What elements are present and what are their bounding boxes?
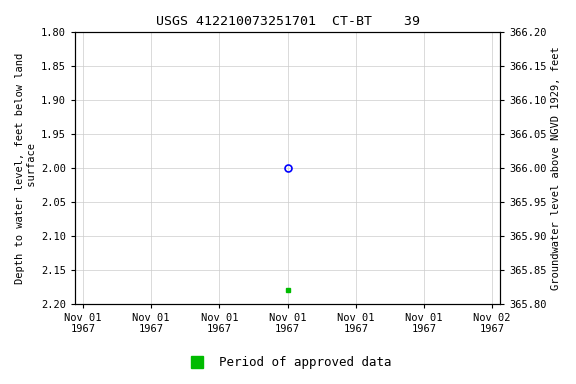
Title: USGS 412210073251701  CT-BT    39: USGS 412210073251701 CT-BT 39: [156, 15, 419, 28]
Legend: Period of approved data: Period of approved data: [179, 351, 397, 374]
Y-axis label: Depth to water level, feet below land
 surface: Depth to water level, feet below land su…: [15, 52, 37, 283]
Y-axis label: Groundwater level above NGVD 1929, feet: Groundwater level above NGVD 1929, feet: [551, 46, 561, 290]
